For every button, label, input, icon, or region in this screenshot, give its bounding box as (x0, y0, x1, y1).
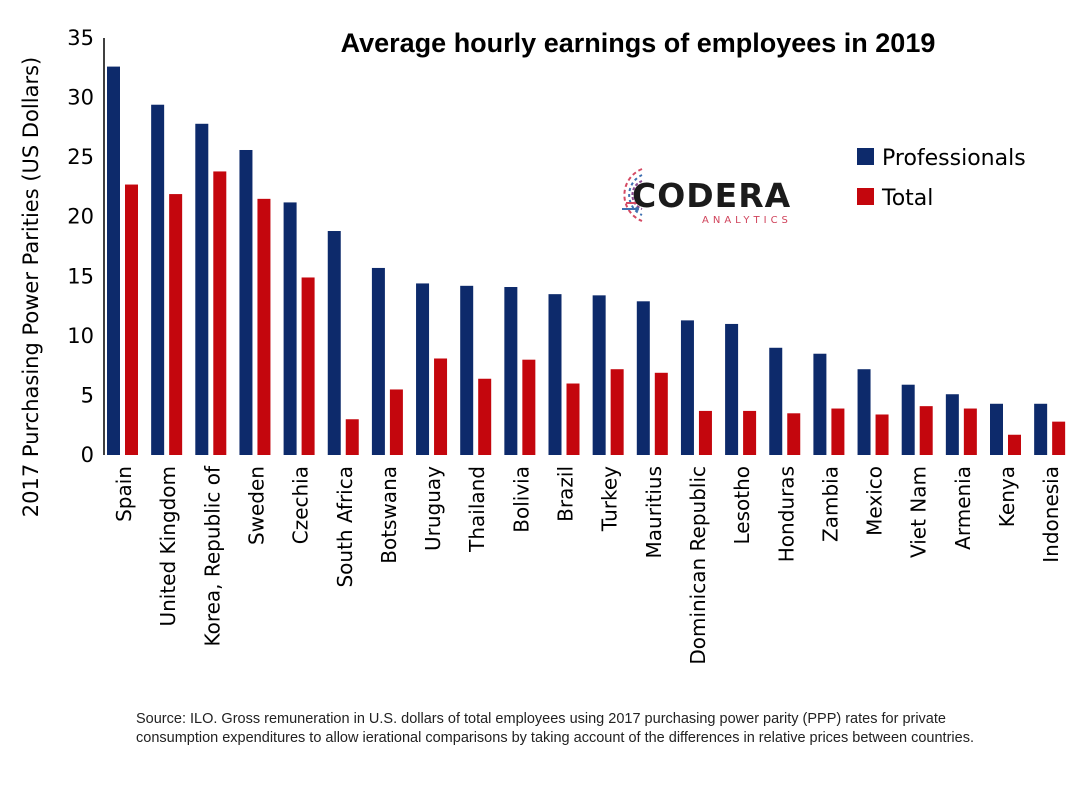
bar-professionals (195, 123, 209, 455)
bar-total (831, 408, 845, 455)
category-label: Sweden (244, 466, 268, 545)
bar-professionals (725, 323, 739, 455)
bar-professionals (1034, 403, 1048, 455)
y-tick-label: 5 (81, 383, 94, 407)
category-label: Honduras (774, 466, 798, 562)
source-note: Source: ILO. Gross remuneration in U.S. … (136, 711, 974, 746)
bar-total (610, 369, 624, 455)
bar-total (434, 358, 448, 455)
y-tick-label: 30 (67, 86, 94, 110)
bar-professionals (416, 283, 430, 455)
bar-total (963, 408, 977, 455)
bar-professionals (901, 384, 915, 455)
category-label: Kenya (995, 466, 1019, 527)
bar-total (787, 413, 801, 455)
bar-total (875, 414, 889, 455)
category-label: Thailand (465, 466, 489, 553)
y-tick-label: 35 (67, 26, 94, 50)
bar-professionals (680, 320, 694, 455)
category-label: Korea, Republic of (200, 465, 224, 646)
bar-total (522, 359, 536, 455)
chart-title: Average hourly earnings of employees in … (341, 28, 936, 58)
bar-professionals (813, 353, 827, 455)
logo-subtitle: ANALYTICS (702, 215, 792, 226)
y-tick-label: 10 (67, 324, 94, 348)
category-label: Brazil (554, 466, 578, 522)
bar-total (389, 389, 403, 455)
legend-swatch-professionals (857, 148, 874, 165)
bar-total (566, 383, 580, 455)
y-tick-label: 25 (67, 145, 94, 169)
bar-professionals (283, 202, 297, 455)
bar-professionals (107, 66, 120, 455)
category-label: Zambia (818, 466, 842, 542)
bar-total (478, 378, 492, 455)
legend-label: Professionals (882, 146, 1026, 171)
bar-total (345, 419, 359, 455)
category-label: Uruguay (421, 466, 445, 551)
category-label: Botswana (377, 466, 401, 564)
bar-total (743, 410, 757, 455)
category-label: Bolivia (509, 466, 533, 533)
bar-professionals (371, 267, 385, 455)
bar-total (1052, 421, 1066, 455)
category-label: United Kingdom (156, 466, 180, 627)
bar-professionals (327, 231, 341, 455)
bar-total (257, 198, 271, 456)
logo-circuit-mark (622, 168, 643, 222)
bar-professionals (592, 295, 606, 455)
category-labels: Spain United Kingdom Korea, Republic of Swe… (112, 465, 1063, 665)
bar-total (213, 171, 227, 455)
y-axis-title: 2017 Purchasing Power Parities (US Dolla… (19, 57, 43, 517)
bar-professionals (990, 403, 1003, 455)
legend-label: Total (881, 186, 933, 211)
bar-professionals (636, 301, 650, 455)
category-label: Spain (112, 466, 136, 522)
category-label: Czechia (289, 466, 313, 544)
category-label: Mexico (863, 466, 887, 536)
bar-professionals (504, 287, 518, 455)
category-label: Armenia (951, 466, 975, 550)
y-tick-label: 20 (67, 205, 94, 229)
logo-name: CODERA (632, 176, 791, 215)
bar-total (654, 372, 668, 455)
bar-total (125, 184, 138, 455)
category-label: Lesotho (730, 466, 754, 545)
codera-logo: CODERA ANALYTICS (622, 168, 792, 226)
category-label: South Africa (333, 466, 357, 588)
bar-total (698, 410, 712, 455)
y-tick-labels: 0 5 10 15 20 25 30 35 (67, 26, 94, 467)
bar-professionals (857, 369, 871, 455)
category-label: Turkey (598, 466, 622, 532)
bar-professionals (460, 285, 474, 455)
bar-total (169, 194, 183, 455)
category-label: Mauritius (642, 466, 666, 558)
category-label: Dominican Republic (686, 466, 710, 665)
category-label: Indonesia (1039, 466, 1063, 563)
y-tick-label: 15 (67, 264, 94, 288)
bar-total (919, 406, 933, 455)
bar-total (1008, 434, 1021, 455)
category-label: Viet Nam (907, 466, 931, 558)
bar-professionals (239, 149, 253, 455)
bar-professionals (548, 294, 562, 455)
bar-professionals (769, 347, 783, 455)
bar-professionals (945, 394, 959, 455)
legend-swatch-total (857, 188, 874, 205)
bar-professionals (151, 104, 165, 455)
bars (107, 66, 1066, 456)
y-tick-label: 0 (81, 443, 94, 467)
bar-total (301, 277, 315, 455)
legend: Professionals Total (857, 146, 1026, 211)
